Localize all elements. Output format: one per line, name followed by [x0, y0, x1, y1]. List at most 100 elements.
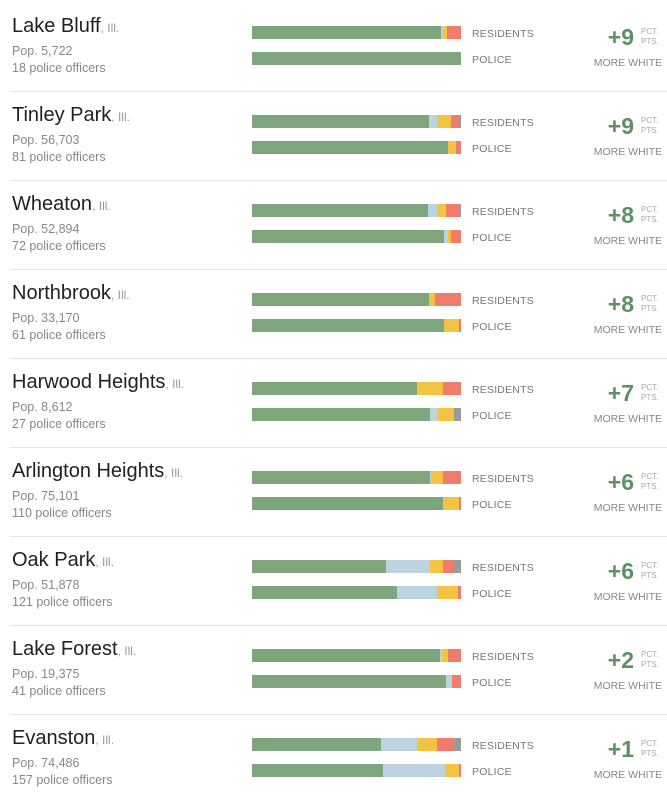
- black-segment: [436, 204, 447, 217]
- police-label: POLICE: [472, 588, 512, 600]
- hispanic-segment: [427, 204, 438, 217]
- police-bar: [252, 408, 461, 421]
- officer-count: 121 police officers: [12, 595, 113, 609]
- officer-count: 110 police officers: [12, 506, 112, 520]
- police-bar: [252, 230, 461, 243]
- residents-bar: [252, 26, 461, 39]
- difference-unit: PCT. PTS.: [641, 205, 659, 225]
- residents-label: RESIDENTS: [472, 295, 534, 307]
- police-label: POLICE: [472, 321, 512, 333]
- population: Pop. 19,375: [12, 667, 80, 681]
- unit-line-pts: PTS.: [641, 37, 659, 46]
- unit-line-pts: PTS.: [641, 126, 659, 135]
- population: Pop. 75,101: [12, 489, 80, 503]
- state-abbrev: , Ill.: [111, 110, 130, 124]
- asian-segment: [455, 141, 461, 154]
- other-segment: [459, 204, 461, 217]
- police-label: POLICE: [472, 232, 512, 244]
- difference-value: +8: [607, 291, 634, 317]
- police-bar: [252, 141, 461, 154]
- residents-label: RESIDENTS: [472, 28, 534, 40]
- officer-count: 27 police officers: [12, 417, 106, 431]
- population: Pop. 33,170: [12, 311, 80, 325]
- row-divider: [10, 714, 667, 715]
- city-name: Lake Bluff, Ill.: [12, 15, 119, 38]
- unit-line-pct: PCT.: [641, 205, 659, 214]
- police-label: POLICE: [472, 54, 512, 66]
- state-abbrev: , Ill.: [110, 288, 130, 302]
- asian-segment: [458, 764, 461, 777]
- unit-line-pts: PTS.: [641, 304, 659, 313]
- state-abbrev: , Ill.: [164, 466, 183, 480]
- black-segment: [442, 649, 449, 662]
- population: Pop. 8,612: [12, 400, 73, 414]
- asian-segment: [447, 26, 461, 39]
- police-bar: [252, 497, 461, 510]
- row-divider: [10, 625, 667, 626]
- difference-caption: MORE WHITE: [593, 591, 662, 603]
- white-segment: [252, 115, 429, 128]
- black-segment: [444, 319, 460, 332]
- state-abbrev: , Ill.: [92, 199, 111, 213]
- unit-line-pts: PTS.: [641, 749, 659, 758]
- difference-unit: PCT. PTS.: [641, 561, 659, 581]
- hispanic-segment: [440, 649, 443, 662]
- city-name-label: Wheaton: [12, 193, 93, 215]
- police-label: POLICE: [472, 410, 512, 422]
- residents-bar: [252, 382, 461, 395]
- difference-value: +1: [607, 736, 634, 762]
- state-abbrev: , Ill.: [95, 733, 115, 747]
- population: Pop. 74,486: [12, 756, 80, 770]
- city-name: Evanston, Ill.: [12, 727, 114, 750]
- city-name: Wheaton, Ill.: [12, 193, 111, 216]
- city-name-label: Northbrook: [12, 282, 111, 304]
- asian-segment: [443, 560, 454, 573]
- white-segment: [252, 52, 461, 65]
- difference-caption: MORE WHITE: [593, 324, 662, 336]
- white-segment: [252, 293, 429, 306]
- black-segment: [438, 408, 455, 421]
- row-divider: [10, 358, 667, 359]
- unit-line-pts: PTS.: [641, 660, 659, 669]
- asian-segment: [434, 293, 461, 306]
- difference-value: +9: [607, 113, 634, 139]
- police-bar: [252, 319, 461, 332]
- row-divider: [10, 91, 667, 92]
- difference-unit: PCT. PTS.: [641, 116, 659, 136]
- city-row: Oak Park, Ill. Pop. 51,878 121 police offi…: [0, 536, 667, 625]
- black-segment: [445, 764, 460, 777]
- other-segment: [453, 738, 461, 751]
- asian-segment: [458, 319, 461, 332]
- city-name: Northbrook, Ill.: [12, 282, 130, 305]
- difference-unit: PCT. PTS.: [641, 472, 659, 492]
- city-row: Lake Bluff, Ill. Pop. 5,722 18 police offi…: [0, 2, 667, 91]
- population: Pop. 5,722: [12, 44, 73, 58]
- difference-caption: MORE WHITE: [593, 57, 662, 69]
- difference-unit: PCT. PTS.: [641, 27, 659, 47]
- city-row: Wheaton, Ill. Pop. 52,894 72 police office…: [0, 180, 667, 269]
- white-segment: [252, 586, 398, 599]
- population: Pop. 51,878: [12, 578, 80, 592]
- unit-line-pts: PTS.: [641, 482, 659, 491]
- city-name-label: Tinley Park: [12, 104, 112, 126]
- black-segment: [443, 497, 460, 510]
- white-segment: [252, 738, 381, 751]
- police-label: POLICE: [472, 677, 512, 689]
- hispanic-segment: [446, 675, 452, 688]
- black-segment: [448, 141, 457, 154]
- black-segment: [448, 230, 451, 243]
- hispanic-segment: [428, 115, 438, 128]
- population: Pop. 56,703: [12, 133, 80, 147]
- unit-line-pts: PTS.: [641, 393, 659, 402]
- city-name: Tinley Park, Ill.: [12, 104, 130, 127]
- city-name-label: Arlington Heights: [12, 460, 165, 482]
- asian-segment: [450, 230, 461, 243]
- police-label: POLICE: [472, 143, 512, 155]
- state-abbrev: , Ill.: [165, 377, 185, 391]
- city-name-label: Evanston: [12, 727, 96, 749]
- black-segment: [417, 738, 438, 751]
- city-name: Oak Park, Ill.: [12, 549, 114, 572]
- police-label: POLICE: [472, 766, 512, 778]
- white-segment: [252, 319, 445, 332]
